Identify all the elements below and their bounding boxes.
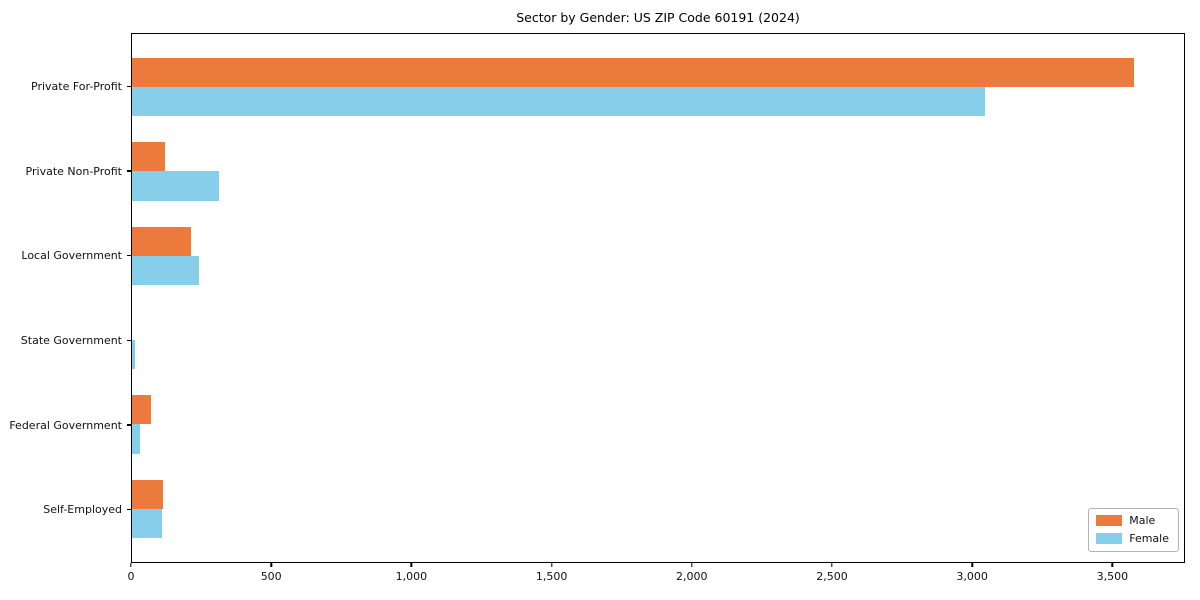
y-tick-mark	[127, 509, 131, 511]
y-axis: Private For-Profit Private Non-Profit Loca…	[0, 33, 131, 563]
y-tick-row: Federal Government	[0, 383, 131, 468]
legend: Male Female	[1088, 508, 1179, 552]
category-label: Private For-Profit	[31, 79, 122, 93]
category-label: Federal Government	[9, 418, 122, 432]
x-axis: 0 500 1,000 1,500 2,000 2,500 3,000 3,500	[127, 563, 1185, 593]
category-label: Self-Employed	[43, 503, 122, 517]
chart-title: Sector by Gender: US ZIP Code 60191 (202…	[516, 10, 800, 25]
legend-label: Female	[1129, 532, 1169, 545]
legend-swatch-male	[1096, 515, 1123, 526]
male-bar	[132, 226, 192, 256]
category-row	[132, 45, 1184, 129]
y-tick-mark	[127, 424, 131, 426]
legend-swatch-female	[1096, 533, 1123, 544]
x-tick-label: 2,000	[676, 570, 708, 583]
category-label: State Government	[20, 333, 122, 347]
female-bar	[132, 424, 140, 454]
bars-layer	[132, 34, 1184, 562]
y-tick-row: Self-Employed	[0, 467, 131, 552]
y-tick-mark	[127, 170, 131, 172]
female-bar	[132, 508, 162, 538]
x-tick-label: 1,000	[395, 570, 428, 583]
female-bar	[132, 171, 219, 201]
x-tick-mark	[971, 563, 973, 567]
y-tick-row: Private Non-Profit	[0, 129, 131, 214]
x-tick-label: 3,500	[1096, 570, 1129, 583]
x-tick-label: 0	[127, 570, 135, 583]
x-tick-label: 3,000	[956, 570, 988, 583]
plot-area: Male Female	[131, 33, 1185, 563]
y-tick-row: Local Government	[0, 213, 131, 298]
female-bar	[132, 340, 136, 370]
category-row	[132, 467, 1184, 551]
x-tick-label: 2,500	[816, 570, 848, 583]
category-label: Private Non-Profit	[25, 164, 122, 178]
x-tick-mark	[270, 563, 272, 567]
y-tick-row: State Government	[0, 298, 131, 383]
category-row	[132, 129, 1184, 213]
x-tick-label: 1,500	[535, 570, 568, 583]
male-bar	[132, 395, 152, 425]
category-label: Local Government	[21, 249, 122, 263]
male-bar	[132, 479, 164, 509]
x-tick-mark	[410, 563, 413, 567]
category-row	[132, 298, 1184, 382]
x-tick-mark	[130, 563, 132, 567]
male-bar	[132, 142, 166, 172]
x-tick-mark	[1111, 563, 1114, 567]
y-tick-mark	[127, 339, 131, 342]
x-tick-label: 500	[260, 570, 282, 583]
x-tick-mark	[550, 563, 553, 567]
x-tick-mark	[691, 563, 693, 567]
category-row	[132, 382, 1184, 466]
y-tick-mark	[127, 254, 131, 257]
female-bar	[132, 255, 199, 285]
x-tick-mark	[831, 563, 833, 567]
legend-label: Male	[1129, 514, 1156, 527]
legend-item-male: Male	[1096, 514, 1169, 527]
category-row	[132, 214, 1184, 298]
female-bar	[132, 87, 985, 117]
y-tick-mark	[127, 85, 131, 88]
legend-item-female: Female	[1096, 532, 1169, 545]
male-bar	[132, 58, 1134, 88]
y-tick-row: Private For-Profit	[0, 44, 131, 129]
